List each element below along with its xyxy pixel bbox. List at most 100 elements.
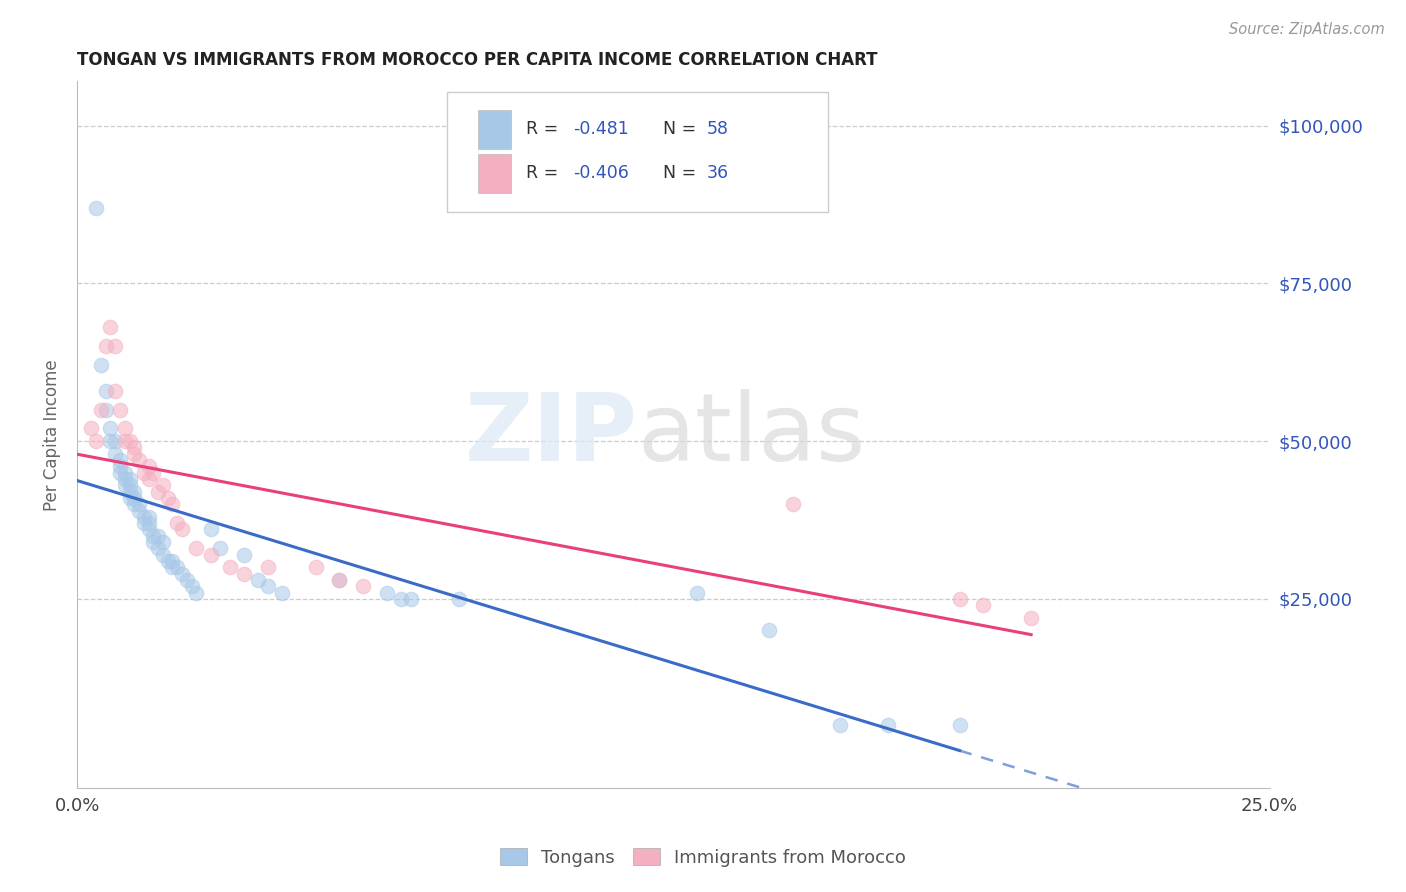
Point [100,421,122,435]
Point [108,453,131,467]
Point [949,718,972,732]
Point [124,447,146,461]
Point [156,491,179,505]
Point [180,579,202,593]
Point [209,541,232,556]
Point [328,573,350,587]
Text: -0.481: -0.481 [574,120,628,138]
Point [142,529,165,543]
Point [257,560,280,574]
Text: TONGAN VS IMMIGRANTS FROM MOROCCO PER CAPITA INCOME CORRELATION CHART: TONGAN VS IMMIGRANTS FROM MOROCCO PER CA… [77,51,877,69]
Point [352,579,374,593]
Text: N =: N = [662,120,702,138]
Point [114,466,136,480]
Point [152,548,174,562]
Point [200,548,222,562]
Text: ZIP: ZIP [465,389,637,481]
Point [104,447,127,461]
Point [108,466,131,480]
Point [391,591,413,606]
Point [118,484,141,499]
Point [138,509,160,524]
Point [128,503,150,517]
Point [118,472,141,486]
Point [328,573,350,587]
Point [138,459,160,474]
Point [271,585,294,599]
Point [686,585,709,599]
Text: 58: 58 [707,120,728,138]
Point [782,497,804,511]
Y-axis label: Per Capita Income: Per Capita Income [44,359,60,510]
Point [200,523,222,537]
FancyBboxPatch shape [447,92,828,212]
Point [186,541,208,556]
Text: R =: R = [526,164,564,182]
Text: atlas: atlas [637,389,866,481]
Point [104,339,127,353]
Text: N =: N = [662,164,702,182]
Point [80,421,103,435]
Point [114,434,136,449]
Point [176,573,198,587]
Point [138,472,160,486]
Point [100,320,122,334]
Text: 36: 36 [707,164,728,182]
Point [104,384,127,398]
Point [233,566,256,581]
Point [152,478,174,492]
Text: -0.406: -0.406 [574,164,628,182]
Point [114,421,136,435]
Point [877,718,900,732]
Point [84,201,107,215]
Point [108,402,131,417]
Point [830,718,852,732]
Point [114,478,136,492]
Point [148,541,170,556]
Text: Source: ZipAtlas.com: Source: ZipAtlas.com [1229,22,1385,37]
Point [128,497,150,511]
Point [132,466,155,480]
Point [104,434,127,449]
Point [94,339,117,353]
Point [186,585,208,599]
Legend: Tongans, Immigrants from Morocco: Tongans, Immigrants from Morocco [492,841,914,874]
Point [233,548,256,562]
Point [399,591,422,606]
Point [170,566,193,581]
FancyBboxPatch shape [478,110,512,149]
Point [447,591,470,606]
Point [162,554,184,568]
Point [156,554,179,568]
Point [124,497,146,511]
Point [108,459,131,474]
Point [170,523,193,537]
Point [162,497,184,511]
Point [124,484,146,499]
Point [148,529,170,543]
Point [90,359,112,373]
Point [758,624,780,638]
Point [162,560,184,574]
Point [138,523,160,537]
Point [148,484,170,499]
Point [304,560,326,574]
Point [972,598,994,612]
Point [142,466,165,480]
Point [375,585,398,599]
Point [138,516,160,530]
Point [94,384,117,398]
Point [118,434,141,449]
Point [128,453,150,467]
Point [166,516,188,530]
Point [114,472,136,486]
Point [218,560,240,574]
FancyBboxPatch shape [478,153,512,193]
Point [1019,611,1042,625]
Text: R =: R = [526,120,564,138]
Point [118,478,141,492]
Point [84,434,107,449]
Point [90,402,112,417]
Point [257,579,280,593]
Point [124,491,146,505]
